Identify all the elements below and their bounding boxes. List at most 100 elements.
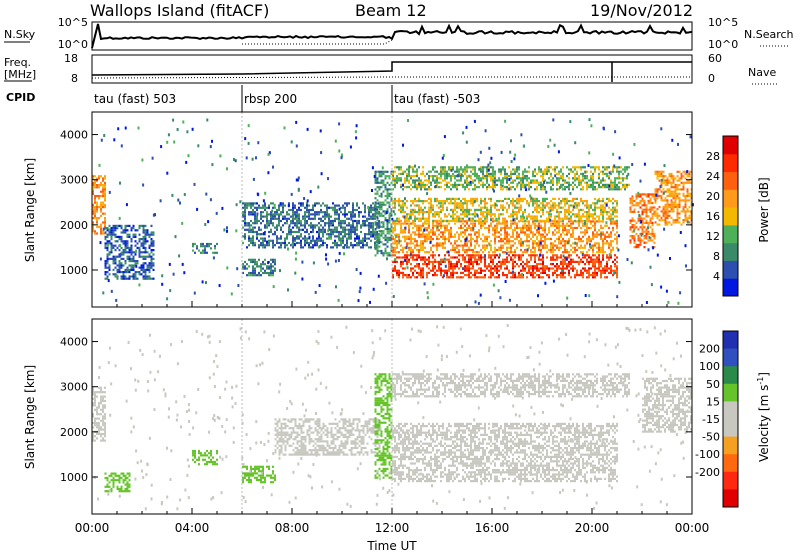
heatmap-cell	[472, 179, 474, 182]
heatmap-cell	[146, 251, 149, 254]
heatmap-cell	[332, 230, 334, 234]
heatmap-cell	[668, 172, 671, 176]
heatmap-cell	[296, 208, 298, 212]
heatmap-cell	[434, 197, 436, 200]
heatmap-cell	[370, 217, 372, 220]
heatmap-cell	[412, 254, 414, 257]
heatmap-cell	[536, 217, 538, 220]
heatmap-cell	[312, 204, 314, 207]
heatmap-cell	[250, 237, 252, 240]
heatmap-cell	[340, 237, 342, 240]
heatmap-cell	[262, 246, 264, 249]
heatmap-cell	[550, 213, 552, 216]
heatmap-cell	[126, 235, 129, 238]
heatmap-cell	[110, 249, 113, 252]
heatmap-cell	[412, 181, 414, 184]
heatmap-cell	[506, 233, 508, 236]
heatmap-cell	[398, 177, 400, 180]
heatmap-cell	[456, 202, 458, 205]
heatmap-cell	[416, 183, 418, 186]
heatmap-cell	[598, 217, 600, 220]
heatmap-cell	[530, 248, 532, 252]
heatmap-cell	[280, 244, 282, 247]
heatmap-cell	[556, 215, 558, 218]
heatmap-cell	[580, 166, 582, 169]
heatmap-cell	[526, 260, 528, 263]
heatmap-cell	[536, 172, 538, 175]
heatmap-cell	[564, 215, 566, 218]
heatmap-cell	[414, 233, 416, 236]
heatmap-cell	[248, 258, 250, 261]
heatmap-cell	[352, 213, 354, 216]
heatmap-cell	[572, 265, 574, 268]
heatmap-cell	[568, 224, 570, 227]
heatmap-cell	[106, 240, 109, 243]
heatmap-cell	[432, 260, 434, 263]
heatmap-cell	[556, 269, 558, 272]
heatmap-cell	[466, 251, 468, 254]
heatmap-cell	[152, 244, 155, 247]
heatmap-cell	[424, 258, 426, 261]
heatmap-cell	[500, 246, 502, 249]
heatmap-cell	[578, 166, 580, 169]
heatmap-cell	[606, 265, 608, 268]
heatmap-cell	[562, 271, 564, 274]
heatmap-cell	[98, 175, 100, 178]
heatmap-cell	[140, 266, 143, 269]
heatmap-cell	[590, 220, 592, 223]
heatmap-cell	[392, 267, 394, 270]
heatmap-cell	[450, 248, 452, 252]
heatmap-cell	[114, 233, 117, 236]
heatmap-cell	[542, 235, 544, 238]
heatmap-cell	[292, 208, 294, 212]
heatmap-cell	[120, 231, 123, 234]
heatmap-cell	[612, 206, 614, 209]
heatmap-cell	[258, 239, 260, 242]
heatmap-cell	[574, 213, 576, 216]
heatmap-cell	[576, 186, 578, 189]
heatmap-cell	[588, 183, 590, 186]
heatmap-cell	[649, 210, 652, 213]
heatmap-cell	[492, 254, 494, 257]
heatmap-cell	[676, 183, 679, 187]
heatmap-cell	[406, 200, 408, 203]
heatmap-cell	[412, 219, 414, 222]
heatmap-cell	[270, 211, 272, 214]
heatmap-cell	[408, 219, 410, 222]
heatmap-cell	[96, 195, 98, 198]
heatmap-cell	[590, 177, 592, 180]
heatmap-cell	[398, 271, 400, 274]
heatmap-cell	[649, 221, 652, 224]
heatmap-cell	[410, 256, 412, 259]
heatmap-cell	[386, 190, 389, 193]
heatmap-cell	[264, 244, 266, 247]
heatmap-cell	[610, 208, 612, 211]
heatmap-cell	[516, 170, 518, 173]
heatmap-cell	[524, 175, 526, 178]
heatmap-cell	[588, 256, 590, 259]
heatmap-cell	[446, 206, 448, 209]
heatmap-cell	[142, 271, 145, 274]
heatmap-cell	[564, 248, 566, 252]
heatmap-cell	[390, 214, 393, 217]
heatmap-cell	[370, 246, 372, 249]
heatmap-cell	[480, 224, 482, 227]
heatmap-cell	[576, 242, 578, 245]
heatmap-cell	[556, 263, 558, 266]
heatmap-cell	[434, 166, 436, 169]
heatmap-cell	[494, 254, 496, 257]
heatmap-cell	[586, 269, 588, 272]
heatmap-cell	[633, 199, 636, 202]
heatmap-cell	[400, 168, 402, 171]
heatmap-cell	[482, 186, 484, 189]
heatmap-cell	[528, 213, 530, 216]
heatmap-cell	[542, 260, 544, 263]
heatmap-cell	[576, 202, 578, 205]
heatmap-cell	[142, 242, 145, 245]
heatmap-cell	[614, 222, 616, 225]
heatmap-cell	[631, 210, 634, 213]
heatmap-cell	[534, 258, 536, 261]
heatmap-cell	[440, 181, 442, 184]
heatmap-cell	[676, 214, 679, 217]
heatmap-cell	[328, 224, 330, 227]
